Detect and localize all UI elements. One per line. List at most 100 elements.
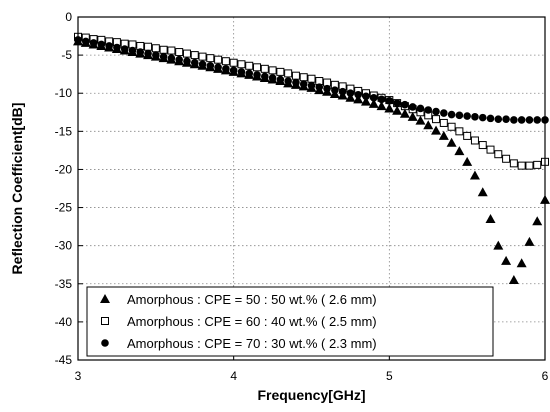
series-3-point bbox=[222, 65, 230, 73]
series-3-point bbox=[276, 75, 285, 84]
series-3-point bbox=[463, 112, 471, 120]
series-2-point bbox=[268, 66, 277, 75]
series-3-point bbox=[369, 93, 378, 102]
series-2-point bbox=[463, 131, 472, 140]
series-3-point bbox=[128, 46, 137, 55]
y-tick-label: -45 bbox=[55, 353, 73, 367]
x-axis-title: Frequency[GHz] bbox=[257, 387, 365, 403]
series-2-point bbox=[276, 67, 285, 76]
series-3-point bbox=[362, 92, 370, 101]
series-3-point bbox=[167, 54, 176, 62]
series-3-point bbox=[89, 39, 98, 47]
series-3-point bbox=[292, 78, 300, 87]
series-3-point bbox=[455, 111, 464, 120]
legend-label-2: Amorphous : CPE = 60 : 40 wt.% ( 2.5 mm) bbox=[127, 314, 377, 329]
legend-label-1: Amorphous : CPE = 50 : 50 wt.% ( 2.6 mm) bbox=[127, 292, 377, 307]
series-2-point bbox=[486, 145, 495, 154]
series-1-point bbox=[454, 146, 465, 156]
series-3-point bbox=[198, 60, 207, 69]
series-3-point bbox=[136, 48, 145, 56]
x-tick-label: 4 bbox=[230, 369, 237, 383]
series-3-point bbox=[502, 115, 510, 123]
series-1-point bbox=[524, 236, 535, 246]
series-1-point bbox=[423, 120, 434, 130]
series-3-point bbox=[331, 86, 339, 94]
series-2-point bbox=[190, 51, 199, 60]
x-tick-label: 5 bbox=[386, 369, 393, 383]
series-3-point bbox=[183, 57, 191, 66]
series-3-point bbox=[478, 113, 487, 122]
legend-marker-3 bbox=[101, 339, 109, 347]
y-tick-label: -15 bbox=[55, 124, 73, 138]
series-3-point bbox=[494, 115, 503, 123]
series-3-point bbox=[440, 109, 448, 117]
y-tick-label: -40 bbox=[55, 315, 73, 329]
series-3-point bbox=[190, 58, 199, 67]
y-tick-label: -20 bbox=[55, 162, 73, 176]
series-2-point bbox=[167, 46, 176, 55]
y-tick-label: -5 bbox=[61, 48, 72, 62]
y-tick-label: -25 bbox=[55, 201, 73, 215]
legend-marker-1 bbox=[100, 294, 110, 303]
series-3-point bbox=[261, 72, 269, 81]
series-2-point bbox=[525, 161, 534, 170]
series-1-point bbox=[368, 98, 379, 108]
series-2-point bbox=[517, 161, 526, 170]
series-3-point bbox=[268, 74, 277, 82]
series-1-point bbox=[360, 96, 371, 106]
series-3-point bbox=[206, 61, 215, 70]
series-2-point bbox=[144, 42, 153, 51]
series-2-point bbox=[432, 115, 441, 124]
series-2-point bbox=[260, 64, 269, 73]
series-3-point bbox=[401, 100, 409, 109]
series-3-point bbox=[525, 116, 534, 124]
series-2-point bbox=[478, 141, 487, 150]
series-1-point bbox=[399, 108, 410, 118]
series-2-point bbox=[175, 48, 184, 57]
series-3-point bbox=[432, 107, 440, 116]
series-3-point bbox=[517, 116, 526, 124]
series-3-point bbox=[214, 63, 222, 72]
legend-box bbox=[86, 286, 494, 357]
series-3-point bbox=[471, 113, 479, 121]
series-1-point bbox=[415, 115, 426, 125]
x-tick-label: 3 bbox=[75, 369, 82, 383]
series-3-point bbox=[307, 81, 316, 90]
y-tick-label: 0 bbox=[65, 10, 72, 24]
axis-ticks: 3 4 5 6 0 -5 -10 -15 -20 -25 -30 -35 -40 -45 bbox=[55, 10, 549, 383]
series-1-point bbox=[384, 103, 395, 113]
x-tick-label: 6 bbox=[542, 369, 549, 383]
y-tick-label: -10 bbox=[55, 86, 73, 100]
series-1-point bbox=[376, 101, 387, 111]
legend-label-3: Amorphous : CPE = 70 : 30 wt.% ( 2.3 mm) bbox=[127, 336, 377, 351]
legend: Amorphous : CPE = 50 : 50 wt.% ( 2.6 mm)… bbox=[86, 286, 494, 357]
series-3-point bbox=[105, 42, 113, 50]
series-3-point bbox=[97, 40, 106, 49]
series-3-point bbox=[533, 116, 542, 124]
series-3-point bbox=[377, 95, 386, 104]
series-2-point bbox=[253, 63, 262, 72]
series-1-point bbox=[477, 187, 488, 197]
series-1-point bbox=[353, 94, 364, 104]
y-tick-label: -30 bbox=[55, 239, 73, 253]
series-3-point bbox=[120, 45, 129, 53]
series-3-point bbox=[408, 103, 417, 111]
series-3-point bbox=[385, 97, 394, 105]
series-1-point bbox=[532, 216, 543, 226]
y-axis-title: Reflection Coefficient[dB] bbox=[9, 103, 25, 275]
series-2-point bbox=[245, 61, 254, 70]
series-3-point bbox=[245, 69, 254, 78]
y-tick-label: -35 bbox=[55, 277, 73, 291]
series-2-point bbox=[307, 74, 316, 83]
series-1-point bbox=[407, 111, 418, 121]
series-1-point bbox=[431, 125, 442, 135]
series-1-point bbox=[508, 274, 519, 284]
series-3-point bbox=[323, 84, 331, 93]
series-3-point bbox=[175, 55, 183, 64]
plot-area-frame bbox=[77, 16, 546, 361]
series-2-point bbox=[151, 44, 160, 53]
legend-marker-2 bbox=[101, 317, 109, 325]
series-2-point bbox=[284, 69, 293, 78]
series-2-point bbox=[455, 127, 464, 136]
series-2-point bbox=[291, 71, 300, 80]
